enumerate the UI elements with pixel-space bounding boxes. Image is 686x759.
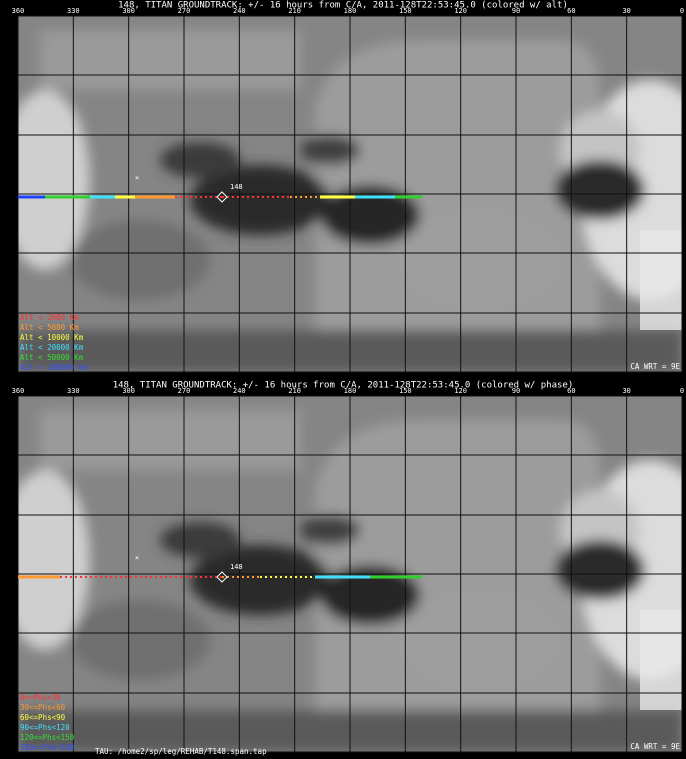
- sub-point-marker: ×: [135, 554, 139, 562]
- corner-note: CA WRT = 9E: [630, 742, 680, 751]
- longitude-label: 360: [12, 7, 25, 15]
- legend-entry: 60<=Phs<90: [20, 713, 66, 722]
- longitude-label: 0: [680, 387, 684, 395]
- legend-entry: 0<=Phs<30: [20, 693, 61, 702]
- map-figure: 3603303002702402101801501209060300148, T…: [0, 0, 686, 759]
- legend-entry: 30<=Phs<60: [20, 703, 66, 712]
- legend-entry: 90<=Phs<120: [20, 723, 70, 732]
- corner-note: CA WRT = 9E: [630, 362, 680, 371]
- legend-entry: Alt < 10000 Km: [20, 333, 84, 342]
- page: 3603303002702402101801501209060300148, T…: [0, 0, 686, 759]
- panel-title: 148, TITAN GROUNDTRACK: +/- 16 hours fro…: [118, 1, 568, 11]
- longitude-label: 30: [622, 7, 630, 15]
- legend-entry: Alt < 20000 Km: [20, 343, 84, 352]
- longitude-label: 360: [12, 387, 25, 395]
- file-footer: TAU: /home2/sp/leg/REHAB/T148.span.tap: [95, 747, 267, 756]
- legend-entry: Alt < 50000 Km: [20, 353, 84, 362]
- legend-entry: 120<=Phs<150: [20, 733, 75, 742]
- longitude-label: 60: [567, 7, 575, 15]
- legend-entry: Alt < 5000 Km: [20, 323, 79, 332]
- longitude-label: 330: [67, 387, 80, 395]
- flyby-label: 148: [230, 183, 243, 191]
- longitude-label: 30: [622, 387, 630, 395]
- legend-entry: 150<=Phs<180: [20, 743, 75, 752]
- legend-entry: Alt < 100000 Km: [20, 363, 88, 372]
- sub-point-marker: ×: [135, 174, 139, 182]
- longitude-label: 0: [680, 7, 684, 15]
- flyby-label: 148: [230, 563, 243, 571]
- legend-entry: Alt < 2000 Km: [20, 313, 79, 322]
- panel-title: 148, TITAN GROUNDTRACK: +/- 16 hours fro…: [113, 381, 574, 391]
- longitude-label: 330: [67, 7, 80, 15]
